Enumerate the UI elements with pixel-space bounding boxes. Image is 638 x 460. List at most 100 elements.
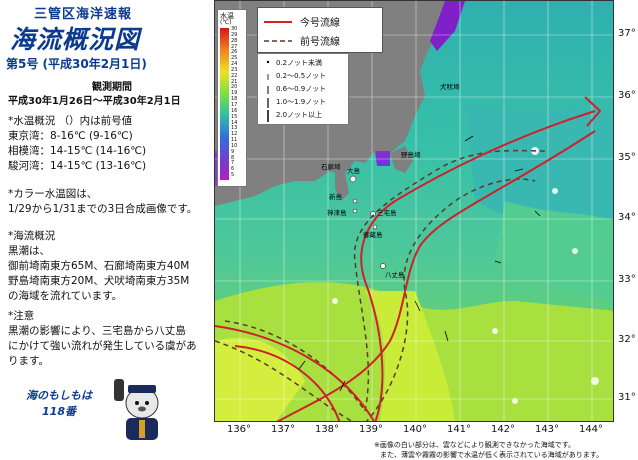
mikurajima-island	[372, 224, 378, 230]
lon-label: 141°	[446, 424, 472, 435]
current-line-3: 野島埼南東方20M、犬吠埼南東方35M	[8, 275, 190, 287]
scale-tick-label: 16	[231, 107, 238, 114]
scale-tick-label: 19	[231, 90, 238, 97]
scale-tick-label: 23	[231, 66, 238, 73]
info-panel: 三管区海洋速報 海流概況図 第5号 (平成30年2月1日) 観測期間 平成30年…	[0, 0, 215, 459]
speed-legend-2: 0.6～0.9ノット	[276, 85, 327, 93]
scale-tick-label: 13	[231, 125, 238, 132]
current-line-south	[276, 130, 596, 421]
lat-label: 36°	[618, 90, 636, 101]
lat-label: 34°	[618, 212, 636, 223]
cool-zone-east	[465, 101, 613, 234]
ocean-current-map: 今号流線 前号流線 0.2ノット未満 0.2～0.5ノット 0.6～0.9ノット…	[214, 0, 638, 459]
lon-label: 138°	[314, 424, 340, 435]
org-title: 三管区海洋速報	[34, 7, 133, 22]
current-vector	[339, 380, 346, 392]
lat-label: 35°	[618, 152, 636, 163]
current-line-north	[234, 345, 341, 421]
scale-tick-label: 30	[231, 26, 238, 32]
emergency-label-line-2: 118番	[42, 405, 76, 418]
line-legend: 今号流線 前号流線	[257, 7, 383, 53]
current-line-2: 御前埼南東方65M、石廊埼南東方40M	[8, 260, 190, 272]
place-irozaki: 石廊埼	[321, 163, 341, 171]
caution-line-2: にかけて強い流れが発生している虞があ	[8, 340, 197, 352]
scale-unit: (℃)	[220, 19, 232, 26]
current-line-1: 黒潮は、	[8, 245, 50, 257]
lat-label: 32°	[618, 334, 636, 345]
oshima-island	[349, 175, 357, 183]
warm-zone-kuroshio-core	[365, 291, 455, 421]
current-vector	[444, 330, 449, 342]
speed-legend-0: 0.2ノット未満	[276, 59, 322, 67]
current-lines	[215, 96, 602, 421]
scale-tick-labels: 30 29 28 27 26 25 24 23 22 21 20 19 18 17 16 15 14 13 12 11…	[231, 26, 238, 179]
emergency-label: 海のもしもは 118番	[14, 388, 104, 420]
scale-tick-label: 27	[231, 43, 238, 50]
current-heading: *海流概況	[8, 230, 56, 242]
bay-purple	[375, 151, 390, 166]
current-vectors	[298, 135, 541, 392]
place-kozushima: 神津島	[327, 209, 347, 217]
scale-tick-label: 28	[231, 37, 238, 44]
scale-tick-label: 18	[231, 96, 238, 103]
scale-title: 水温	[220, 12, 234, 20]
scale-tick-label: 10	[231, 142, 238, 149]
lon-label: 140°	[402, 424, 428, 435]
warm-water-zones	[215, 101, 613, 421]
speed-legend-1: 0.2～0.5ノット	[276, 72, 327, 80]
hachijojima-island	[380, 263, 386, 269]
legend-previous-label: 前号流線	[300, 37, 340, 48]
mascot-illustration	[114, 379, 159, 440]
place-hachijojima: 八丈島	[385, 271, 405, 279]
legend-current-label: 今号流線	[300, 18, 340, 29]
lat-label: 37°	[618, 28, 636, 39]
scale-tick-label: 15	[231, 113, 238, 120]
previous-line-north	[215, 340, 354, 421]
scale-tick-label: 5	[231, 172, 235, 179]
current-vector	[298, 360, 306, 370]
page-title: 海流概況図	[10, 25, 141, 54]
scale-tick-label: 22	[231, 72, 238, 79]
scale-tick-label: 24	[231, 61, 238, 68]
speed-legend-3: 1.0～1.9ノット	[276, 98, 327, 106]
place-nojimazaki: 野島埼	[401, 151, 421, 159]
color-map-heading: *カラー水温図は、	[8, 188, 98, 200]
cloud-patch	[492, 328, 498, 334]
water-temp-suruga: 駿河湾：14-15℃ (13-16℃)	[8, 160, 147, 172]
lon-label: 139°	[358, 424, 384, 435]
cloud-patch	[591, 377, 599, 385]
temperature-scale: 水温 (℃) 30 29 28 27 26 25 24 23 22 21 20 19 18 17 16 15 1…	[217, 9, 247, 187]
place-oshima: 大島	[347, 167, 360, 175]
scale-tick-label: 6	[231, 166, 235, 173]
map-note-2: また、薄雲や霧霧の影響で水温が低く表示されている海域があります。	[380, 451, 604, 459]
place-niijima: 新島	[329, 193, 342, 201]
scale-tick-label: 26	[231, 49, 238, 56]
boso-peninsula	[390, 146, 413, 173]
map-note-1: ※画像の白い部分は、雲などにより観測できなかった海域です。	[374, 441, 576, 449]
lon-label: 144°	[578, 424, 604, 435]
speed-legend-arrows	[266, 60, 270, 122]
lon-label: 142°	[490, 424, 516, 435]
previous-line-south	[365, 178, 536, 421]
kozushima-island	[352, 208, 358, 214]
scale-tick-label: 29	[231, 31, 238, 38]
speed-legend: 0.2ノット未満 0.2～0.5ノット 0.6～0.9ノット 1.0～1.9ノッ…	[257, 53, 349, 125]
caution-line-3: ります。	[8, 355, 49, 367]
map-frame: 今号流線 前号流線 0.2ノット未満 0.2～0.5ノット 0.6～0.9ノット…	[214, 0, 614, 422]
speed-legend-4: 2.0ノット以上	[276, 111, 322, 119]
current-vector	[494, 260, 502, 264]
lon-label: 136°	[226, 424, 252, 435]
lon-label: 137°	[270, 424, 296, 435]
scale-tick-label: 11	[231, 137, 238, 144]
scale-tick-label: 7	[231, 160, 235, 167]
line-legend-swatches	[264, 21, 292, 42]
scale-tick-label: 25	[231, 55, 238, 62]
current-arrow-head	[584, 96, 602, 127]
izu-peninsula	[335, 173, 349, 201]
water-temp-tokyo: 東京湾：8-16℃ (9-16℃)	[8, 130, 133, 142]
cloud-patch	[332, 298, 338, 304]
current-vector	[464, 135, 474, 142]
scale-tick-label: 17	[231, 101, 238, 108]
current-vector	[534, 210, 541, 217]
scale-tick-label: 14	[231, 119, 238, 126]
